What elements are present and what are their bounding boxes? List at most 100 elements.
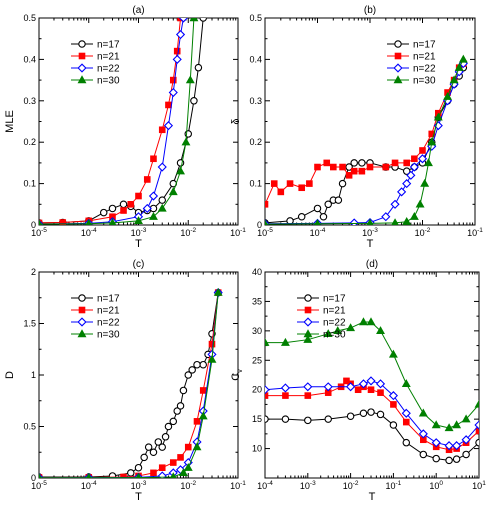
data-point-n=22 bbox=[349, 218, 359, 225]
x-tick-label: 10-2 bbox=[180, 227, 196, 238]
legend-label: n=21 bbox=[97, 306, 120, 317]
x-axis-label: T bbox=[367, 238, 374, 250]
data-point-n=22 bbox=[417, 154, 428, 164]
plot-area bbox=[265, 54, 468, 225]
data-point-n=22 bbox=[157, 471, 167, 478]
legend-marker bbox=[393, 63, 403, 73]
data-point-n=30 bbox=[359, 317, 368, 326]
data-point-n=17 bbox=[144, 443, 153, 451]
data-point-n=17 bbox=[304, 416, 312, 425]
data-point-n=22 bbox=[323, 382, 333, 392]
data-point-n=21 bbox=[403, 159, 410, 167]
data-point-n=21 bbox=[382, 163, 390, 171]
data-point-n=30 bbox=[366, 317, 376, 326]
data-point-n=17 bbox=[154, 438, 163, 446]
data-point-n=17 bbox=[199, 18, 207, 22]
data-point-n=22 bbox=[303, 382, 313, 392]
data-point-n=21 bbox=[173, 47, 181, 55]
data-point-n=21 bbox=[177, 454, 184, 461]
legend-marker bbox=[393, 75, 403, 84]
data-point-n=21 bbox=[127, 201, 135, 208]
data-point-n=21 bbox=[165, 101, 172, 109]
data-point-n=21 bbox=[286, 180, 294, 187]
data-point-n=17 bbox=[179, 386, 188, 395]
data-point-n=21 bbox=[199, 387, 207, 394]
y-tick-label: 25 bbox=[252, 355, 262, 365]
data-point-n=30 bbox=[323, 329, 333, 337]
data-point-n=21 bbox=[339, 163, 346, 171]
x-tick-label: 10-3 bbox=[362, 227, 378, 238]
data-point-n=22 bbox=[390, 199, 400, 209]
y-axis-label: MLE bbox=[4, 110, 16, 133]
data-point-n=30 bbox=[431, 420, 441, 429]
data-point-n=17 bbox=[194, 63, 203, 72]
legend-label: n=22 bbox=[323, 318, 346, 329]
data-point-n=30 bbox=[449, 75, 459, 84]
data-point-n=17 bbox=[169, 417, 178, 426]
legend-label: n=17 bbox=[413, 40, 436, 51]
y-tick-label: 0 bbox=[31, 220, 36, 230]
data-point-n=30 bbox=[454, 62, 464, 71]
data-point-n=21 bbox=[402, 418, 410, 426]
data-point-n=21 bbox=[120, 207, 127, 214]
legend-marker bbox=[78, 294, 86, 302]
data-point-n=30 bbox=[192, 442, 202, 451]
data-point-n=21 bbox=[169, 459, 177, 466]
data-point-n=22 bbox=[474, 420, 479, 430]
data-point-n=21 bbox=[193, 418, 201, 425]
legend-label: n=22 bbox=[413, 64, 436, 75]
data-point-n=30 bbox=[198, 411, 208, 420]
legend-label: n=17 bbox=[97, 294, 120, 305]
legend-label: n=30 bbox=[97, 330, 120, 341]
data-point-n=22 bbox=[142, 203, 152, 214]
legend-marker bbox=[394, 52, 402, 60]
data-point-n=30 bbox=[409, 212, 419, 220]
series-line-n=21 bbox=[39, 18, 182, 224]
data-point-n=22 bbox=[280, 383, 290, 393]
data-point-n=30 bbox=[39, 473, 42, 478]
data-point-n=30 bbox=[461, 414, 471, 423]
data-point-n=21 bbox=[419, 147, 426, 154]
data-point-n=17 bbox=[297, 212, 306, 221]
panel-c: (c)10-5 10-4 10-3 10-2 10-100.511.52TDn=17n=… bbox=[4, 259, 246, 503]
data-point-n=17 bbox=[345, 163, 353, 171]
panel-title: (a) bbox=[132, 5, 144, 16]
y-tick-label: 0.3 bbox=[23, 96, 36, 106]
data-point-n=21 bbox=[345, 172, 353, 179]
data-point-n=21 bbox=[59, 219, 67, 225]
legend-marker bbox=[77, 329, 87, 338]
legend-marker bbox=[77, 63, 87, 73]
data-point-n=22 bbox=[381, 212, 391, 222]
y-tick-label: 15 bbox=[252, 414, 262, 424]
data-point-n=17 bbox=[281, 415, 290, 423]
data-point-n=22 bbox=[366, 376, 376, 386]
plot-frame bbox=[264, 17, 476, 226]
data-point-n=30 bbox=[265, 219, 269, 225]
data-point-n=17 bbox=[149, 448, 158, 456]
data-point-n=21 bbox=[277, 188, 285, 196]
x-tick-label: 10-2 bbox=[415, 227, 431, 238]
y-axis-label: δ bbox=[230, 118, 242, 124]
data-point-n=17 bbox=[119, 200, 128, 209]
data-point-n=30 bbox=[418, 408, 428, 417]
data-point-n=30 bbox=[420, 178, 430, 187]
data-point-n=21 bbox=[169, 76, 177, 84]
legend-marker bbox=[303, 329, 313, 338]
data-point-n=21 bbox=[208, 340, 216, 348]
x-tick-label: 10-5 bbox=[31, 227, 47, 238]
data-point-n=22 bbox=[431, 438, 441, 448]
panel-a: (a) 10-5 10-4 10-3 10-2 10-1 0 0.1 0.2 0.3 0.4 0.5 T… bbox=[4, 5, 246, 250]
data-point-n=30 bbox=[157, 203, 167, 212]
data-point-n=21 bbox=[150, 155, 157, 163]
data-point-n=30 bbox=[443, 91, 453, 100]
legend-label: n=30 bbox=[323, 330, 346, 341]
x-tick-label: 10-1 bbox=[386, 480, 402, 491]
data-point-n=30 bbox=[85, 472, 92, 478]
data-point-n=30 bbox=[314, 219, 321, 225]
data-point-n=21 bbox=[391, 159, 399, 167]
x-tick-label: 10-4 bbox=[257, 480, 273, 491]
legend-label: n=30 bbox=[97, 76, 120, 87]
data-point-n=30 bbox=[433, 112, 443, 121]
data-point-n=17 bbox=[158, 196, 166, 204]
panel-title: (b) bbox=[364, 5, 376, 16]
